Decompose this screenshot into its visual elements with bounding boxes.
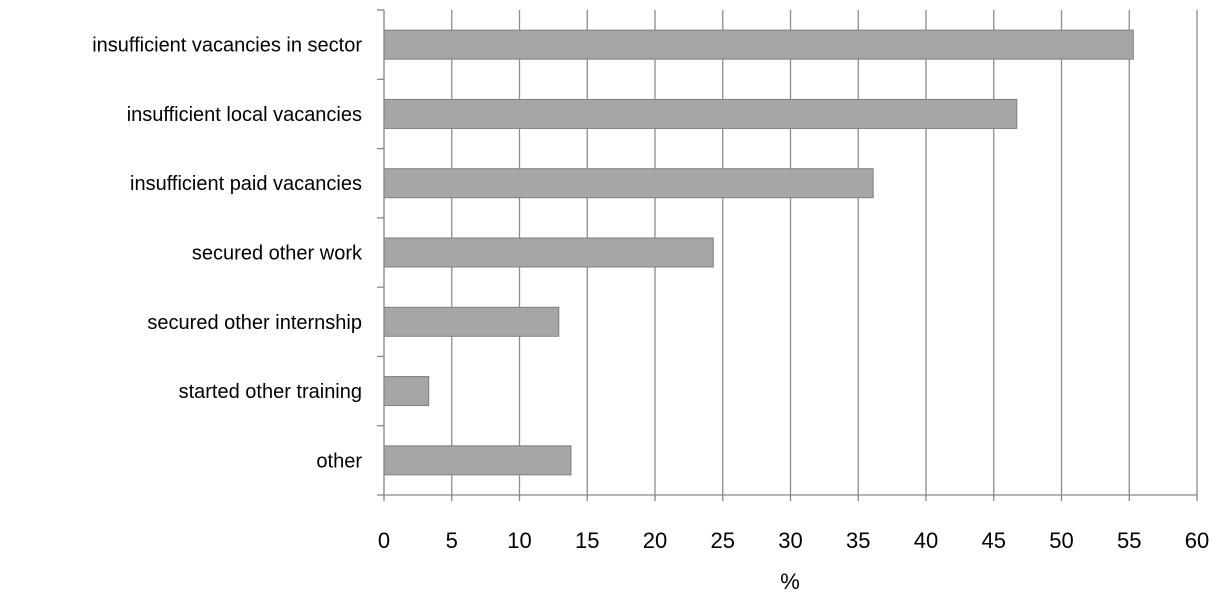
x-tick-label: 10 [507, 528, 531, 553]
category-label: started other training [179, 381, 362, 403]
category-label: insufficient paid vacancies [130, 173, 362, 195]
x-tick-label: 45 [982, 528, 1006, 553]
x-tick-labels: 0 5 10 15 20 25 30 35 40 45 50 55 60 [378, 528, 1209, 553]
x-tick-label: 5 [446, 528, 458, 553]
category-label: insufficient local vacancies [127, 104, 362, 126]
category-label: insufficient vacancies in sector [92, 35, 362, 57]
x-axis-title: % [780, 569, 800, 594]
bar [383, 445, 572, 476]
bar [383, 306, 560, 337]
x-tick-label: 0 [378, 528, 390, 553]
x-tick-label: 50 [1049, 528, 1073, 553]
bar [383, 237, 714, 268]
bar [383, 168, 874, 199]
x-tick-label: 30 [778, 528, 802, 553]
bar [383, 29, 1134, 60]
x-tick-label: 25 [711, 528, 735, 553]
x-tick-label: 55 [1117, 528, 1141, 553]
x-tick-label: 60 [1185, 528, 1209, 553]
category-labels: insufficient vacancies in sector insuffic… [92, 35, 363, 473]
bar [383, 376, 430, 407]
axes [377, 9, 1198, 501]
x-tick-label: 35 [846, 528, 870, 553]
gridlines [451, 10, 1198, 495]
x-tick-label: 40 [914, 528, 938, 553]
x-tick-label: 20 [643, 528, 667, 553]
category-label: secured other internship [147, 312, 362, 334]
category-label: other [316, 450, 362, 472]
bar [383, 98, 1018, 129]
bars [383, 29, 1134, 476]
x-tick-label: 15 [575, 528, 599, 553]
category-label: secured other work [192, 243, 363, 265]
